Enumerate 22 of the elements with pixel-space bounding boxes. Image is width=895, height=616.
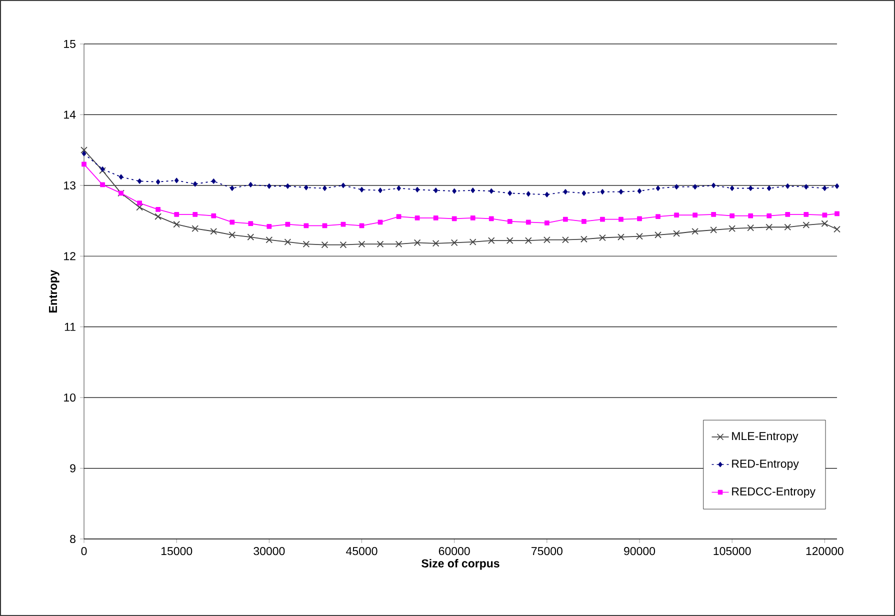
- y-tick-label: 13: [64, 181, 76, 190]
- legend-label: RED-Entropy: [732, 460, 799, 470]
- legend-label: MLE-Entropy: [732, 432, 798, 442]
- y-axis-title: Entropy: [49, 270, 60, 312]
- x-tick-label: 120000: [806, 547, 844, 556]
- y-tick-label: 9: [70, 464, 76, 472]
- x-tick-label: 105000: [714, 547, 751, 556]
- y-tick-label: 10: [64, 393, 76, 402]
- x-tick-label: 30000: [254, 547, 285, 556]
- x-tick-label: 0: [81, 547, 87, 556]
- y-tick-label: 8: [70, 534, 76, 544]
- x-tick-label: 45000: [346, 547, 378, 556]
- y-tick-label: 12: [64, 252, 76, 260]
- x-tick-label: 90000: [624, 547, 656, 556]
- x-axis-title: Size of corpus: [422, 559, 500, 570]
- x-tick-label: 75000: [532, 547, 562, 556]
- legend-label: REDCC-Entropy: [732, 487, 816, 498]
- y-tick-label: 15: [64, 40, 76, 48]
- y-tick-label: 11: [64, 322, 76, 331]
- y-tick-label: 14: [64, 110, 76, 119]
- x-tick-label: 15000: [161, 547, 192, 556]
- x-tick-label: 60000: [438, 547, 470, 556]
